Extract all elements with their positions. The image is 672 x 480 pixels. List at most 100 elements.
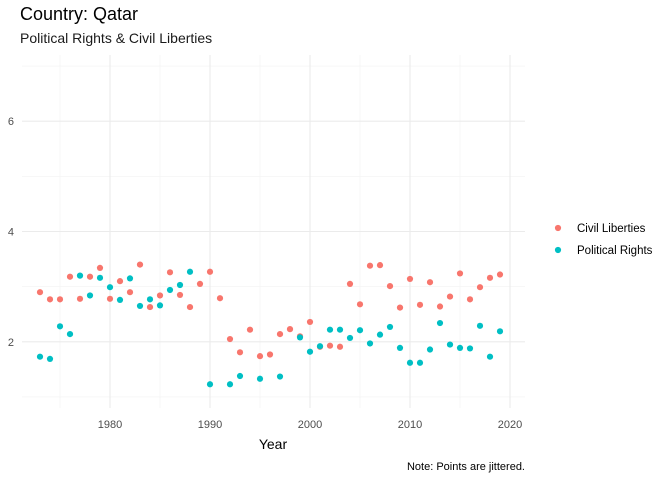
data-point xyxy=(246,326,254,333)
data-point xyxy=(356,301,364,308)
x-tick-label: 2020 xyxy=(498,419,522,431)
data-point xyxy=(426,346,434,353)
data-point xyxy=(386,323,394,331)
data-point xyxy=(466,345,474,352)
data-point xyxy=(136,261,144,268)
data-point xyxy=(226,381,234,388)
data-point xyxy=(236,349,244,356)
data-point xyxy=(316,343,324,350)
legend-key xyxy=(554,224,562,232)
data-point xyxy=(226,335,234,343)
data-point xyxy=(66,330,74,338)
data-point xyxy=(96,274,104,281)
data-point xyxy=(496,328,504,335)
data-point xyxy=(346,334,354,342)
data-point xyxy=(136,302,144,310)
data-point xyxy=(116,278,124,285)
x-tick-label: 2010 xyxy=(398,419,422,431)
data-point xyxy=(86,292,94,299)
data-point xyxy=(176,281,184,289)
x-tick-label: 1980 xyxy=(98,419,122,431)
series-civil-liberties xyxy=(36,261,504,360)
caption: Note: Points are jittered. xyxy=(407,461,525,473)
data-point xyxy=(166,286,174,294)
data-point xyxy=(306,318,314,326)
data-point xyxy=(116,296,124,303)
data-point xyxy=(126,275,134,282)
y-tick-label: 4 xyxy=(8,227,14,239)
data-point xyxy=(46,355,54,363)
data-point xyxy=(146,296,154,303)
data-point xyxy=(426,279,434,286)
data-point xyxy=(46,296,54,303)
data-point xyxy=(436,319,444,327)
data-point xyxy=(436,303,444,310)
data-point xyxy=(276,330,284,338)
data-point xyxy=(286,326,294,333)
x-axis-title: Year xyxy=(259,436,288,452)
series-political-rights xyxy=(36,268,504,388)
data-point xyxy=(456,344,464,351)
chart-title: Country: Qatar xyxy=(20,4,138,24)
data-point xyxy=(416,301,424,308)
data-point xyxy=(106,284,114,291)
data-point xyxy=(456,270,464,277)
y-tick-label: 6 xyxy=(8,116,14,128)
data-point xyxy=(476,284,484,291)
data-point xyxy=(336,343,344,350)
data-point xyxy=(186,268,194,275)
data-point xyxy=(466,296,474,303)
data-point xyxy=(416,359,424,366)
data-point xyxy=(256,375,264,382)
data-point xyxy=(76,295,84,302)
data-points xyxy=(36,261,504,388)
data-point xyxy=(36,353,44,360)
data-point xyxy=(76,272,84,279)
data-point xyxy=(156,292,164,299)
data-point xyxy=(236,372,244,380)
chart-subtitle: Political Rights & Civil Liberties xyxy=(20,30,212,46)
data-point xyxy=(146,303,154,311)
data-point xyxy=(256,353,264,360)
data-point xyxy=(446,341,454,348)
data-point xyxy=(306,348,314,355)
legend-key xyxy=(554,246,562,254)
data-point xyxy=(396,344,404,351)
data-point xyxy=(406,275,414,283)
data-point xyxy=(396,304,404,311)
data-point xyxy=(206,381,214,388)
data-point xyxy=(266,351,274,358)
data-point xyxy=(446,293,454,300)
data-point xyxy=(386,283,394,290)
data-point xyxy=(346,280,354,287)
data-point xyxy=(96,264,104,272)
data-point xyxy=(156,302,164,309)
grid xyxy=(22,55,525,408)
data-point xyxy=(186,303,194,311)
legend-label: Political Rights xyxy=(577,245,653,257)
legend-label: Civil Liberties xyxy=(577,223,646,235)
data-point xyxy=(366,262,374,269)
y-axis-ticks: 2 4 6 xyxy=(8,116,14,349)
data-point xyxy=(276,373,284,380)
legend: Civil Liberties Political Rights xyxy=(554,223,653,257)
x-tick-label: 2000 xyxy=(298,419,322,431)
data-point xyxy=(86,273,94,280)
data-point xyxy=(496,271,504,278)
x-tick-label: 1990 xyxy=(198,419,222,431)
data-point xyxy=(296,334,304,341)
data-point xyxy=(486,353,494,360)
data-point xyxy=(126,289,134,296)
x-axis-ticks: 1980 1990 2000 2010 2020 xyxy=(98,419,522,431)
data-point xyxy=(486,274,494,281)
data-point xyxy=(36,289,44,296)
data-point xyxy=(216,295,224,302)
data-point xyxy=(66,273,74,280)
data-point xyxy=(336,326,344,333)
data-point xyxy=(376,262,384,269)
data-point xyxy=(56,323,64,330)
data-point xyxy=(326,342,334,349)
data-point xyxy=(176,291,184,299)
data-point xyxy=(356,327,364,334)
